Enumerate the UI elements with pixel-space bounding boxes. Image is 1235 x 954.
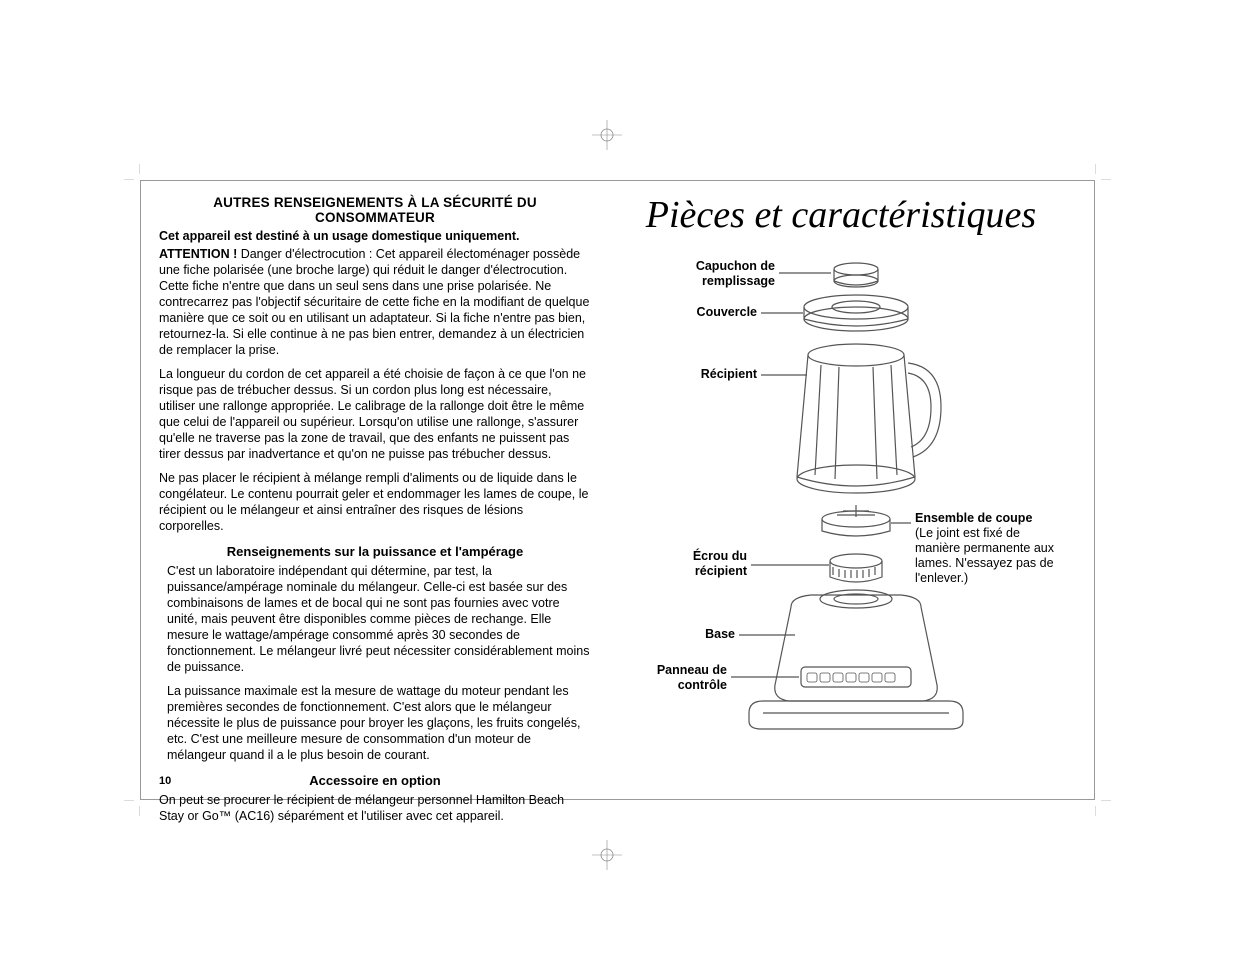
blender-diagram: Capuchon de remplissage Couvercle Récipi…: [611, 247, 1071, 737]
page-number: 10: [159, 775, 171, 787]
page-frame: AUTRES RENSEIGNEMENTS À LA SÉCURITÉ DU C…: [140, 180, 1095, 800]
freezer-paragraph: Ne pas placer le récipient à mélange rem…: [159, 470, 591, 534]
accessory-subhead: Accessoire en option: [159, 773, 591, 788]
label-base: Base: [701, 627, 735, 642]
crop-mark: [1095, 800, 1111, 816]
safety-heading: AUTRES RENSEIGNEMENTS À LA SÉCURITÉ DU C…: [159, 195, 591, 225]
label-cutting-title: Ensemble de coupe: [915, 511, 1032, 525]
parts-title: Pièces et caractéristiques: [611, 193, 1071, 237]
right-column: Pièces et caractéristiques: [611, 193, 1071, 737]
label-panel: Panneau de contrôle: [651, 663, 727, 693]
attention-label: ATTENTION !: [159, 247, 237, 261]
left-column: AUTRES RENSEIGNEMENTS À LA SÉCURITÉ DU C…: [159, 195, 591, 832]
label-lid: Couvercle: [693, 305, 757, 320]
label-cap: Capuchon de remplissage: [669, 259, 775, 289]
power-subhead: Renseignements sur la puissance et l'amp…: [159, 544, 591, 559]
crop-mark: [124, 800, 140, 816]
crop-mark: [1095, 164, 1111, 180]
registration-mark-top: [592, 120, 622, 150]
label-jar: Récipient: [693, 367, 757, 382]
p1-text: Danger d'électrocution : Cet appareil él…: [159, 247, 589, 357]
domestic-use-line: Cet appareil est destiné à un usage dome…: [159, 229, 591, 243]
attention-paragraph: ATTENTION ! Danger d'électrocution : Cet…: [159, 246, 591, 358]
label-cutting-note: (Le joint est fixé de manière permanente…: [915, 526, 1054, 585]
power-p1: C'est un laboratoire indépendant qui dét…: [159, 563, 591, 675]
power-p2: La puissance maximale est la mesure de w…: [159, 683, 591, 763]
registration-mark-bottom: [592, 840, 622, 870]
crop-mark: [124, 164, 140, 180]
label-cutting: Ensemble de coupe (Le joint est fixé de …: [915, 511, 1055, 586]
cord-paragraph: La longueur du cordon de cet appareil a …: [159, 366, 591, 462]
label-nut: Écrou du récipient: [685, 549, 747, 579]
accessory-p: On peut se procurer le récipient de méla…: [159, 792, 591, 824]
